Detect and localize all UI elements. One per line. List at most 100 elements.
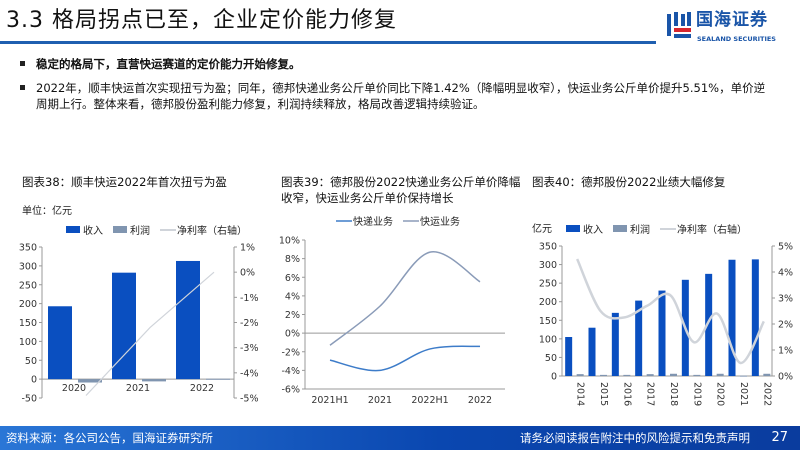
bar-利润-2018 xyxy=(670,373,677,376)
net-margin-line xyxy=(85,271,215,396)
bar-利润-2022 xyxy=(763,373,771,376)
bar-利润-2022 xyxy=(206,378,230,380)
legend-label: 收入 xyxy=(583,223,603,236)
right-y-tick-label: 4% xyxy=(778,268,793,279)
bar-收入-2020 xyxy=(705,273,713,376)
unit-label: 单位：亿元 xyxy=(22,204,72,217)
bullet-point: 稳定的格局下，直营快运赛道的定价能力开始修复。 xyxy=(20,56,301,72)
legend-label: 快运业务 xyxy=(420,215,460,228)
left-y-tick-label: 50 xyxy=(25,356,37,367)
logo-mark-icon xyxy=(667,12,691,38)
bar-收入-2016 xyxy=(611,312,619,376)
source-note: 资料来源：各公司公告，国海证券研究所 xyxy=(6,431,213,445)
x-tick-label: 2016 xyxy=(621,382,632,406)
bar-利润-2015 xyxy=(600,374,607,376)
left-y-tick-label: 350 xyxy=(19,243,37,254)
page-number: 27 xyxy=(771,430,788,445)
unit-label: 亿元 xyxy=(532,222,552,235)
left-y-tick-label: 100 xyxy=(19,337,37,348)
bullet-text: 稳定的格局下，直营快运赛道的定价能力开始修复。 xyxy=(36,57,301,71)
bar-利润-2020 xyxy=(716,373,724,376)
x-tick-label: 2021H1 xyxy=(311,395,348,406)
y-tick-label: 6% xyxy=(285,273,300,284)
net-margin-line xyxy=(576,258,765,365)
right-y-tick-label: 5% xyxy=(778,242,793,253)
legend-swatch xyxy=(113,226,127,233)
legend-swatch xyxy=(566,225,580,232)
x-tick-label: 2021 xyxy=(126,383,150,394)
title-divider xyxy=(0,41,656,44)
left-y-tick-label: 250 xyxy=(539,279,557,290)
left-y-tick-label: 200 xyxy=(539,297,557,308)
bar-利润-2019 xyxy=(693,374,701,376)
chart39-title: 图表39：德邦股份2022快递业务公斤单价降幅收窄，快运业务公斤单价保持增长 xyxy=(281,175,521,205)
y-tick-label: 2% xyxy=(285,310,300,321)
bar-利润-2021 xyxy=(740,375,747,377)
x-tick-label: 2020 xyxy=(715,382,726,406)
right-y-tick-label: -3% xyxy=(240,343,259,354)
company-logo: 国海证券 SEALAND SECURITIES xyxy=(666,8,796,46)
x-tick-label: 2019 xyxy=(691,382,702,406)
left-y-tick-label: 0 xyxy=(31,375,37,386)
y-tick-label: -4% xyxy=(282,366,301,377)
x-tick-label: 2021 xyxy=(738,382,749,406)
right-y-tick-label: -2% xyxy=(240,318,259,329)
line-快递业务 xyxy=(329,345,481,372)
x-tick-label: 2022 xyxy=(761,382,772,406)
bar-利润-2016 xyxy=(623,374,631,376)
bar-收入-2015 xyxy=(588,327,596,376)
bar-收入-2014 xyxy=(565,337,573,376)
y-tick-label: 4% xyxy=(285,291,300,302)
line-快运业务 xyxy=(329,251,481,346)
bullet-text: 2022年，顺丰快运首次实现扭亏为盈；同年，德邦快递业务公斤单价同比下降1.42… xyxy=(36,81,766,111)
left-y-tick-label: 200 xyxy=(19,299,37,310)
left-y-tick-label: -50 xyxy=(21,394,37,405)
y-tick-label: 10% xyxy=(279,236,300,247)
left-y-tick-label: 50 xyxy=(545,353,557,364)
legend-label: 净利率（右轴） xyxy=(177,224,247,237)
x-tick-label: 2021 xyxy=(368,395,392,406)
x-tick-label: 2014 xyxy=(575,382,586,406)
disclaimer: 请务必阅读报告附注中的风险提示和免责声明 xyxy=(520,431,750,445)
y-tick-label: -6% xyxy=(282,385,301,396)
bar-利润-2017 xyxy=(646,374,654,376)
bar-利润-2014 xyxy=(576,374,584,376)
x-tick-label: 2018 xyxy=(668,382,679,406)
x-tick-label: 2015 xyxy=(598,382,609,406)
right-y-tick-label: 1% xyxy=(778,346,793,357)
bar-收入-2022 xyxy=(176,260,200,380)
chart40-title: 图表40：德邦股份2022业绩大幅修复 xyxy=(532,175,726,189)
logo-text-cn: 国海证券 xyxy=(696,10,768,30)
x-tick-label: 2022H1 xyxy=(411,395,448,406)
legend-label: 利润 xyxy=(630,223,650,236)
right-y-tick-label: -1% xyxy=(240,293,259,304)
logo-text-en: SEALAND SECURITIES xyxy=(697,35,776,43)
right-y-tick-label: -5% xyxy=(240,394,259,405)
bar-收入-2020 xyxy=(48,306,72,380)
page-title: 3.3 格局拐点已至，企业定价能力修复 xyxy=(6,8,397,33)
bar-收入-2021 xyxy=(112,272,136,380)
y-tick-label: 8% xyxy=(285,254,300,265)
y-tick-label: -2% xyxy=(282,347,301,358)
legend-label: 收入 xyxy=(83,224,103,237)
right-y-tick-label: -4% xyxy=(240,368,259,379)
bullet-point: 2022年，顺丰快运首次实现扭亏为盈；同年，德邦快递业务公斤单价同比下降1.42… xyxy=(20,80,776,112)
bar-收入-2022 xyxy=(751,259,759,376)
left-y-tick-label: 150 xyxy=(539,316,557,327)
y-tick-label: 0% xyxy=(285,329,300,340)
x-tick-label: 2022 xyxy=(468,395,492,406)
legend-label: 快递业务 xyxy=(353,215,393,228)
right-y-tick-label: 0% xyxy=(240,268,255,279)
right-y-tick-label: 3% xyxy=(778,294,793,305)
bar-利润-2021 xyxy=(142,379,166,382)
left-y-tick-label: 0 xyxy=(551,372,557,383)
left-y-tick-label: 250 xyxy=(19,280,37,291)
legend-label: 利润 xyxy=(130,224,150,237)
right-y-tick-label: 2% xyxy=(778,320,793,331)
footer-bar: 资料来源：各公司公告，国海证券研究所 请务必阅读报告附注中的风险提示和免责声明 … xyxy=(0,426,800,450)
bar-收入-2017 xyxy=(635,300,643,376)
legend-label: 净利率（右轴） xyxy=(677,223,747,236)
bar-收入-2018 xyxy=(658,290,666,376)
x-tick-label: 2020 xyxy=(62,383,86,394)
